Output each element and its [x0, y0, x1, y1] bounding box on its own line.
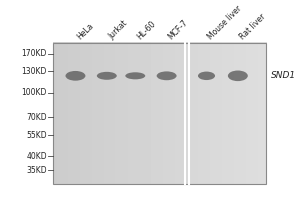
- Text: 70KD: 70KD: [26, 113, 47, 122]
- Ellipse shape: [125, 72, 145, 79]
- Ellipse shape: [198, 72, 215, 80]
- Text: 55KD: 55KD: [26, 131, 47, 140]
- Text: 35KD: 35KD: [26, 166, 47, 175]
- Text: Rat liver: Rat liver: [238, 12, 267, 41]
- Bar: [53, 43, 266, 184]
- Text: HL-60: HL-60: [135, 19, 158, 41]
- Text: 170KD: 170KD: [22, 49, 47, 58]
- Text: MCF-7: MCF-7: [167, 18, 190, 41]
- Text: HeLa: HeLa: [76, 21, 95, 41]
- Text: SND1: SND1: [271, 71, 296, 80]
- Text: 100KD: 100KD: [22, 88, 47, 97]
- Ellipse shape: [157, 71, 177, 80]
- Text: Jurkat: Jurkat: [107, 19, 129, 41]
- Text: 130KD: 130KD: [22, 67, 47, 76]
- Text: Mouse liver: Mouse liver: [206, 4, 244, 41]
- Ellipse shape: [65, 71, 86, 81]
- Ellipse shape: [228, 71, 248, 81]
- Text: 40KD: 40KD: [26, 152, 47, 161]
- Ellipse shape: [97, 72, 117, 80]
